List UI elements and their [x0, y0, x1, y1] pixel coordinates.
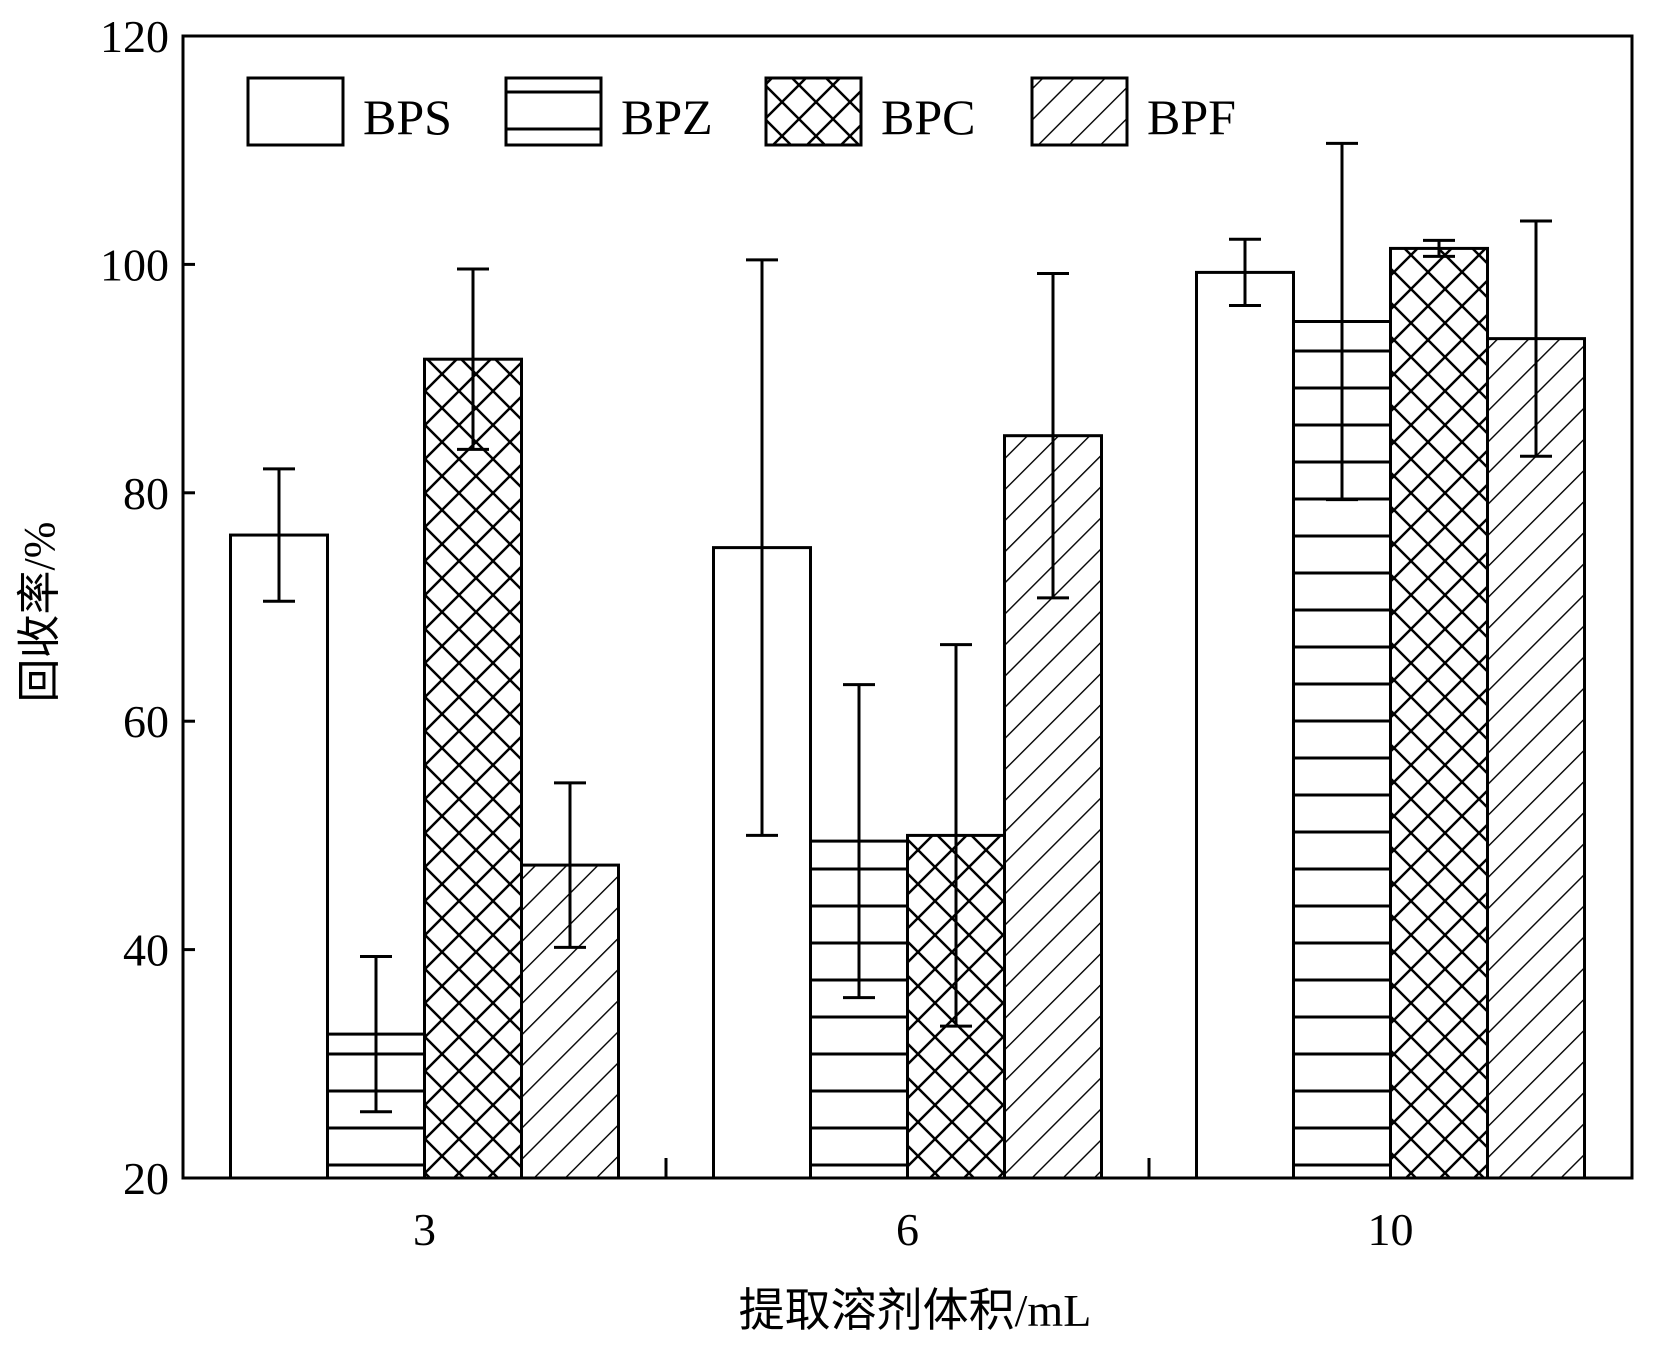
y-axis-title: 回收率/% — [15, 522, 64, 703]
bar-bpc-10 — [1389, 246, 1489, 1180]
legend-swatch-bpc — [764, 76, 863, 147]
legend-label-bps: BPS — [363, 89, 452, 145]
bars-layer — [229, 246, 1586, 1180]
bar-bps-3 — [229, 533, 329, 1180]
y-tick-label: 100 — [100, 239, 169, 290]
legend-label-bpz: BPZ — [621, 89, 713, 145]
legend: BPS BPZ BPC BPF — [246, 76, 1236, 147]
y-tick-label: 40 — [123, 925, 169, 976]
bar-bpc-3 — [423, 357, 523, 1180]
legend-swatch-bpz — [504, 76, 603, 147]
y-tick-label: 120 — [100, 11, 169, 62]
x-axis-title: 提取溶剂体积/mL — [739, 1285, 1092, 1336]
x-tick-label: 10 — [1368, 1204, 1414, 1255]
legend-swatch-bpf — [1030, 76, 1129, 147]
legend-swatch-bps — [246, 76, 345, 147]
legend-label-bpf: BPF — [1147, 89, 1236, 145]
x-tick-label: 3 — [413, 1204, 436, 1255]
bar-bps-10 — [1195, 270, 1295, 1180]
y-tick-label: 80 — [123, 468, 169, 519]
y-tick-label: 60 — [123, 696, 169, 747]
error-bars-layer — [263, 141, 1552, 1114]
legend-label-bpc: BPC — [881, 89, 976, 145]
y-tick-label: 20 — [123, 1153, 169, 1204]
bar-bpf-10 — [1486, 337, 1586, 1180]
x-tick-label: 6 — [896, 1204, 919, 1255]
